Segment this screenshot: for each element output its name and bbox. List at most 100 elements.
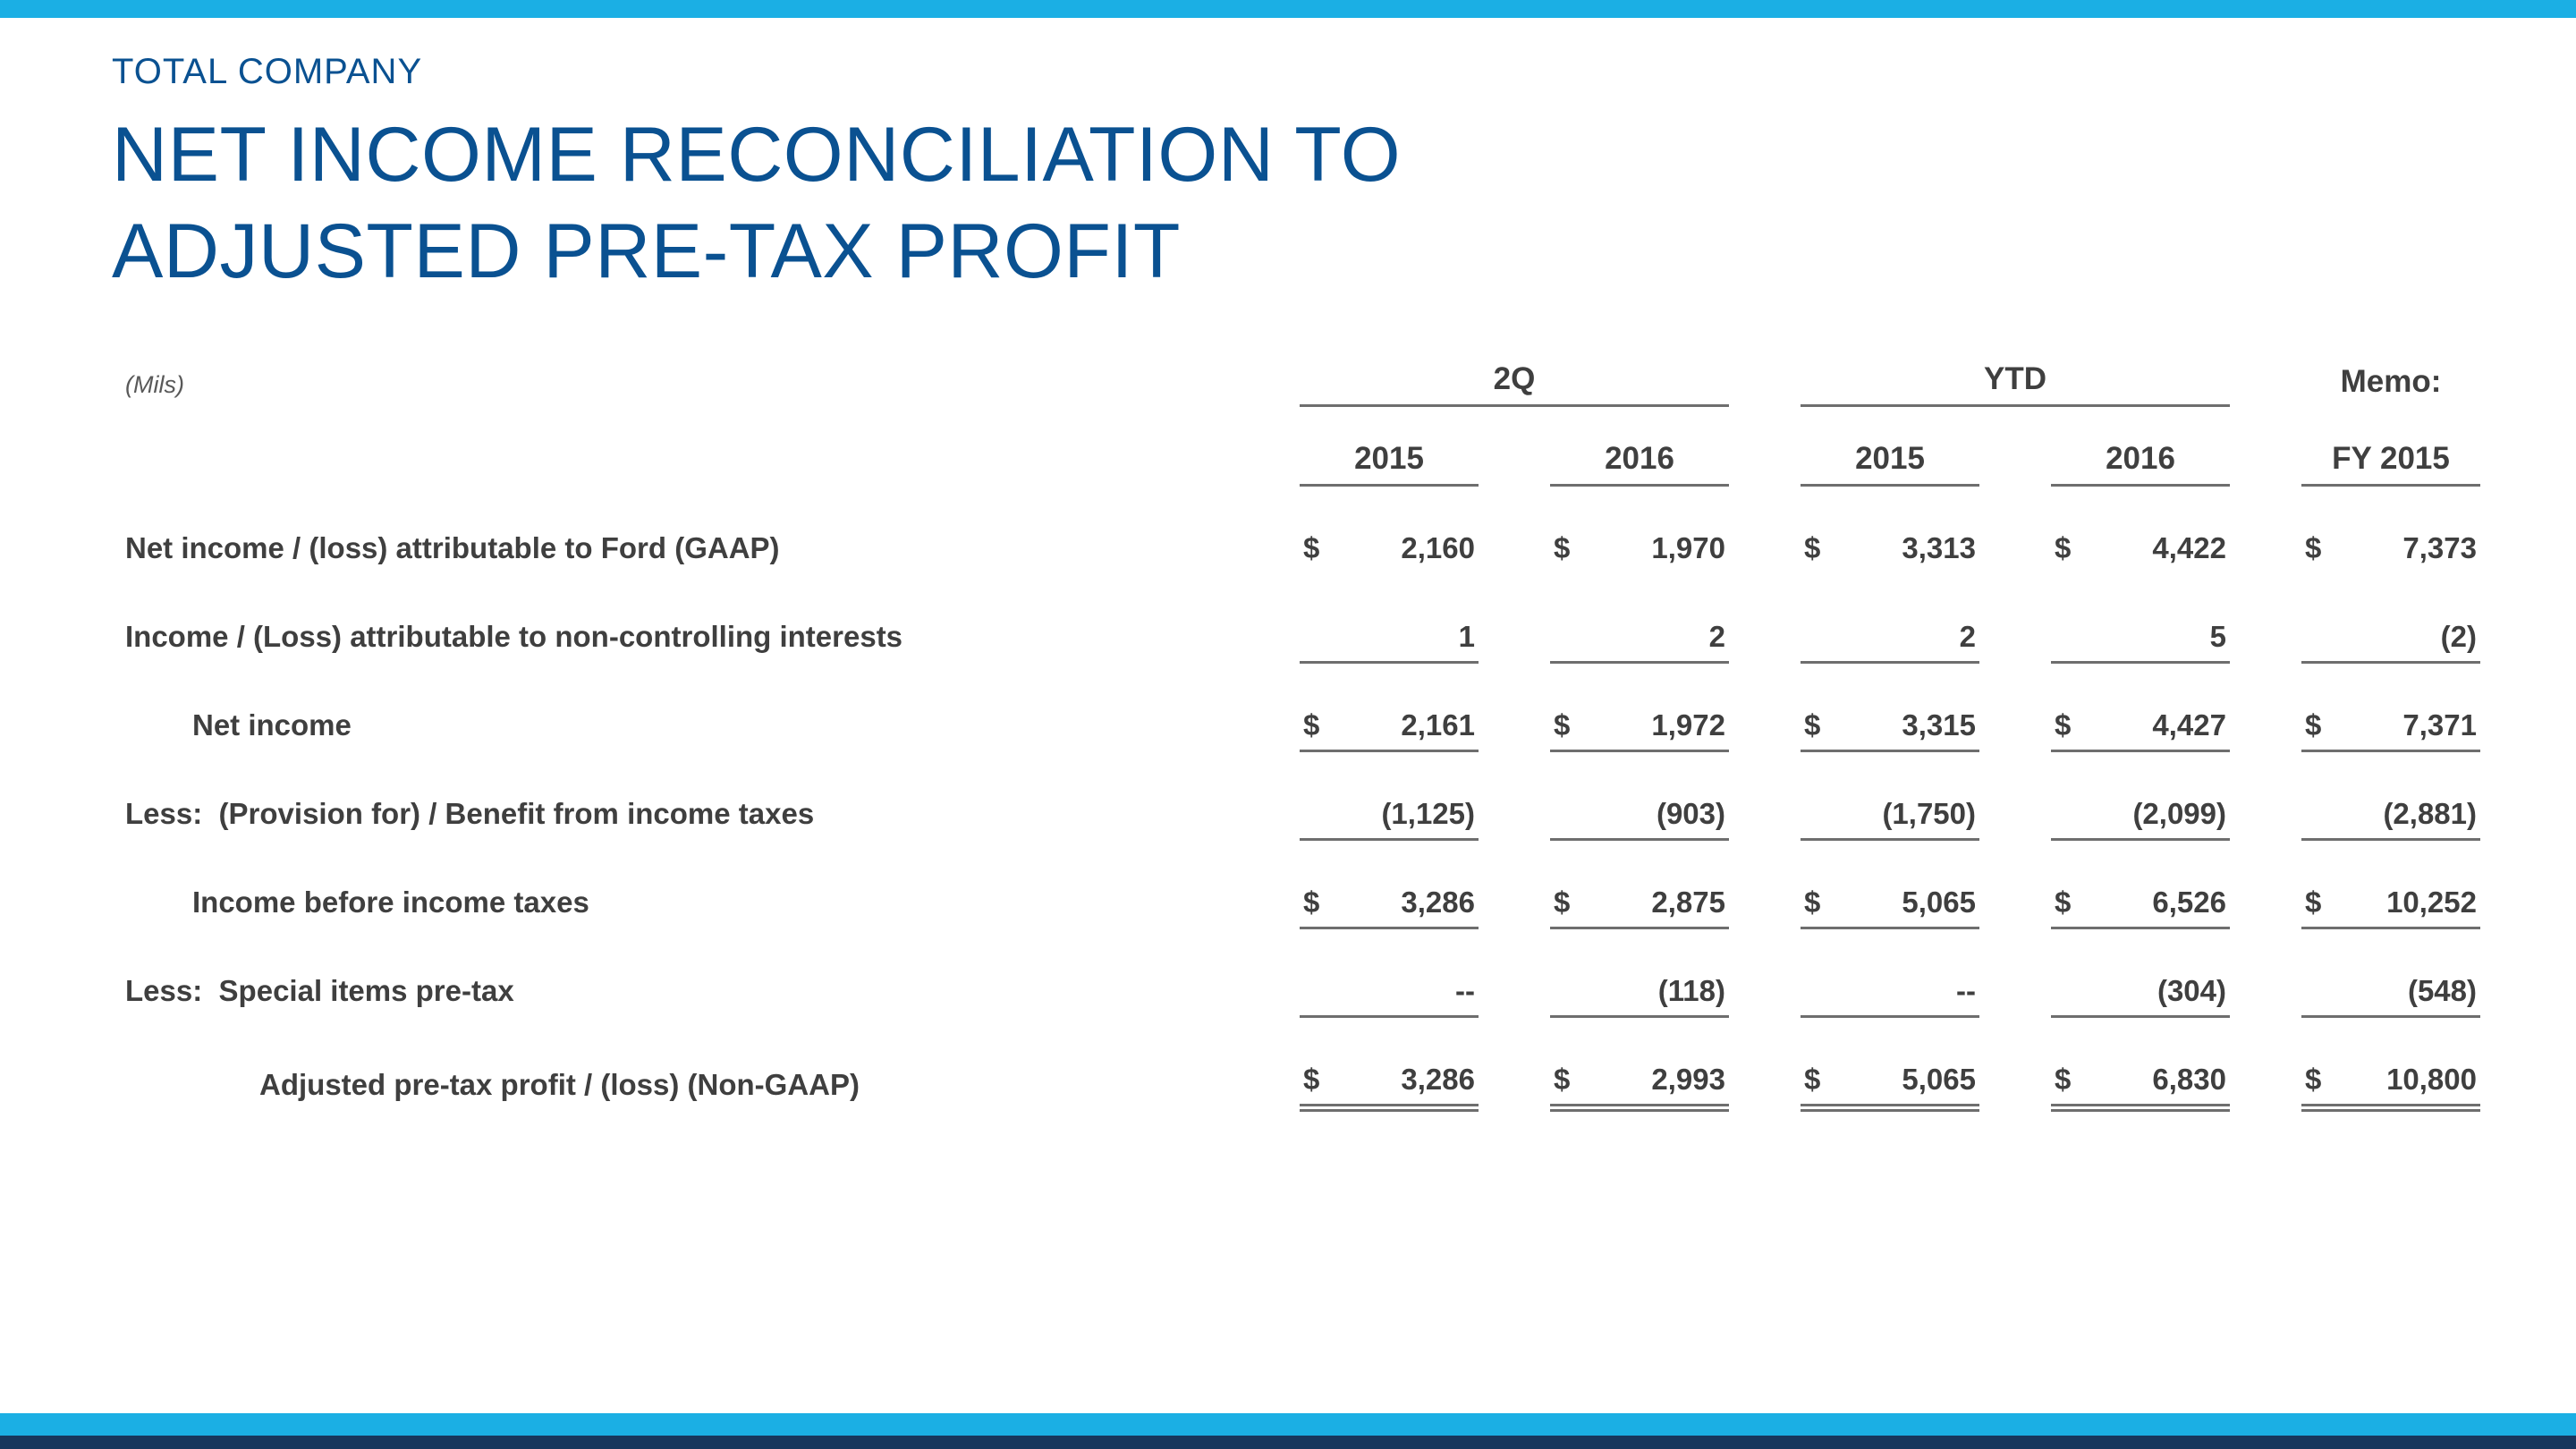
value-cell: (118) <box>1550 929 1729 1018</box>
value-cell: (1,125) <box>1300 752 1479 841</box>
dollar-sign: $ <box>2055 531 2072 564</box>
page-title: NET INCOME RECONCILIATION TO ADJUSTED PR… <box>112 106 1401 300</box>
cell-value: (548) <box>2407 974 2477 1007</box>
value-cell: $2,160 <box>1300 487 1479 575</box>
value-cell: $2,161 <box>1300 664 1479 752</box>
cell-value: 5,065 <box>1902 1063 1976 1096</box>
dollar-sign: $ <box>1554 531 1571 564</box>
dollar-sign: $ <box>1804 886 1821 919</box>
value-cell: 5 <box>2051 575 2230 664</box>
cell-value: 5 <box>2209 620 2226 653</box>
cell-value: (1,125) <box>1381 797 1475 830</box>
dollar-sign: $ <box>2305 886 2322 919</box>
cell-value: (1,750) <box>1882 797 1976 830</box>
cell-value: 6,830 <box>2152 1063 2226 1096</box>
dollar-sign: $ <box>2305 1063 2322 1096</box>
value-cell: $5,065 <box>1801 1018 1979 1112</box>
value-cell: $1,972 <box>1550 664 1729 752</box>
cell-value: 2,160 <box>1401 531 1475 564</box>
value-cell: 2 <box>1550 575 1729 664</box>
dollar-sign: $ <box>1554 708 1571 741</box>
row-label: Income before income taxes <box>192 886 589 919</box>
bottom-accent-bar <box>0 1413 2576 1436</box>
dollar-sign: $ <box>2055 1063 2072 1096</box>
column-header: 2015 <box>1801 407 1979 487</box>
value-cell: $7,373 <box>2301 487 2480 575</box>
value-cell: (2) <box>2301 575 2480 664</box>
cell-value: 6,526 <box>2152 886 2226 919</box>
cell-value: -- <box>1956 974 1976 1007</box>
dollar-sign: $ <box>2305 531 2322 564</box>
row-label: Income / (Loss) attributable to non-cont… <box>125 620 903 653</box>
reconciliation-table: (Mils) 2Q YTD Memo: 2015 2016 2015 2016 FY 2015 N… <box>125 361 2480 1112</box>
value-cell: 1 <box>1300 575 1479 664</box>
cell-value: 4,427 <box>2152 708 2226 741</box>
dollar-sign: $ <box>1804 531 1821 564</box>
top-accent-bar <box>0 0 2576 18</box>
value-cell: (1,750) <box>1801 752 1979 841</box>
value-cell: (903) <box>1550 752 1729 841</box>
dollar-sign: $ <box>1303 531 1320 564</box>
value-cell: 2 <box>1801 575 1979 664</box>
slide-eyebrow: TOTAL COMPANY <box>112 52 423 91</box>
value-cell: $6,830 <box>2051 1018 2230 1112</box>
cell-value: 3,313 <box>1902 531 1976 564</box>
units-label: (Mils) <box>125 371 184 398</box>
value-cell: (2,881) <box>2301 752 2480 841</box>
cell-value: 3,315 <box>1902 708 1976 741</box>
value-cell: $3,286 <box>1300 841 1479 929</box>
title-line-2: ADJUSTED PRE-TAX PROFIT <box>112 208 1181 294</box>
value-cell: $4,427 <box>2051 664 2230 752</box>
row-label: Net income / (loss) attributable to Ford… <box>125 531 780 564</box>
cell-value: (2,099) <box>2132 797 2226 830</box>
value-cell: $3,315 <box>1801 664 1979 752</box>
column-group-header: Memo: <box>2340 364 2442 399</box>
dollar-sign: $ <box>2305 708 2322 741</box>
cell-value: 3,286 <box>1401 1063 1475 1096</box>
row-label: Less: (Provision for) / Benefit from inc… <box>125 797 815 830</box>
dollar-sign: $ <box>1554 886 1571 919</box>
value-cell: (548) <box>2301 929 2480 1018</box>
dollar-sign: $ <box>1804 708 1821 741</box>
value-cell: $5,065 <box>1801 841 1979 929</box>
cell-value: 3,286 <box>1401 886 1475 919</box>
cell-value: 1,970 <box>1651 531 1725 564</box>
dollar-sign: $ <box>2055 708 2072 741</box>
value-cell: $3,286 <box>1300 1018 1479 1112</box>
row-label: Net income <box>192 708 352 741</box>
column-header: 2016 <box>2051 407 2230 487</box>
cell-value: 2,875 <box>1651 886 1725 919</box>
cell-value: (2) <box>2440 620 2477 653</box>
title-line-1: NET INCOME RECONCILIATION TO <box>112 112 1402 198</box>
cell-value: (304) <box>2157 974 2226 1007</box>
value-cell: (2,099) <box>2051 752 2230 841</box>
value-cell: -- <box>1801 929 1979 1018</box>
cell-value: 10,800 <box>2386 1063 2477 1096</box>
cell-value: 2 <box>1708 620 1725 653</box>
row-label: Adjusted pre-tax profit / (loss) (Non-GA… <box>259 1068 860 1101</box>
value-cell: $6,526 <box>2051 841 2230 929</box>
cell-value: 2,161 <box>1401 708 1475 741</box>
cell-value: -- <box>1455 974 1475 1007</box>
cell-value: 2,993 <box>1651 1063 1725 1096</box>
dollar-sign: $ <box>1303 1063 1320 1096</box>
value-cell: $10,252 <box>2301 841 2480 929</box>
column-header: 2015 <box>1300 407 1479 487</box>
value-cell: (304) <box>2051 929 2230 1018</box>
row-label: Less: Special items pre-tax <box>125 974 514 1007</box>
cell-value: (118) <box>1657 974 1725 1007</box>
column-group-header: YTD <box>1801 361 2230 407</box>
slide-header: TOTAL COMPANY NET INCOME RECONCILIATION … <box>112 52 1401 300</box>
dollar-sign: $ <box>1303 708 1320 741</box>
dollar-sign: $ <box>2055 886 2072 919</box>
cell-value: 7,371 <box>2402 708 2477 741</box>
bottom-navy-bar <box>0 1436 2576 1449</box>
cell-value: 2 <box>1959 620 1976 653</box>
cell-value: (2,881) <box>2383 797 2477 830</box>
cell-value: 4,422 <box>2152 531 2226 564</box>
value-cell: $4,422 <box>2051 487 2230 575</box>
value-cell: $1,970 <box>1550 487 1729 575</box>
dollar-sign: $ <box>1554 1063 1571 1096</box>
value-cell: $7,371 <box>2301 664 2480 752</box>
value-cell: -- <box>1300 929 1479 1018</box>
